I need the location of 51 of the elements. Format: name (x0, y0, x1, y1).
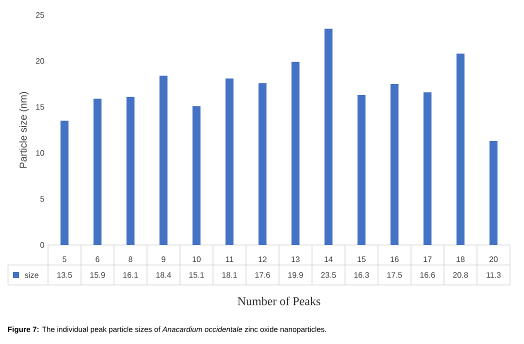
bar (226, 78, 234, 245)
bar (292, 62, 300, 245)
x-tick-label: 8 (128, 256, 132, 262)
y-tick-label: 10 (36, 150, 44, 156)
y-tick-label: 20 (36, 58, 44, 64)
bar (490, 141, 498, 245)
data-label: 16.1 (123, 272, 138, 278)
data-label: 18.4 (156, 272, 172, 278)
bar (390, 84, 398, 245)
y-tick-label: 25 (36, 12, 44, 18)
x-tick-label: 11 (226, 256, 234, 262)
bar (192, 106, 200, 245)
data-label: 17.5 (387, 272, 402, 278)
bar (324, 28, 332, 245)
y-tick-label: 0 (40, 242, 44, 248)
x-tick-label: 6 (96, 256, 100, 262)
x-tick-label: 20 (489, 256, 498, 262)
x-tick-label: 12 (258, 256, 267, 262)
data-label: 23.5 (321, 272, 336, 278)
data-label: 16.6 (420, 272, 435, 278)
data-label: 20.8 (453, 272, 468, 278)
data-label: 15.9 (90, 272, 105, 278)
bar (126, 96, 135, 245)
y-tick-label: 15 (36, 104, 44, 110)
x-tick-label: 18 (456, 256, 465, 262)
bar (424, 92, 432, 245)
data-label: 17.6 (255, 272, 270, 278)
bar (258, 83, 266, 245)
data-label: 11.3 (486, 272, 501, 278)
x-tick-label: 9 (162, 256, 166, 262)
bar (160, 76, 168, 245)
x-tick-label: 13 (292, 256, 300, 262)
legend-label: size (24, 272, 38, 278)
data-label: 15.1 (189, 272, 204, 278)
data-label: 18.1 (222, 272, 237, 278)
bar (94, 98, 102, 245)
y-tick-label: 5 (40, 196, 44, 202)
bar (358, 95, 366, 245)
x-tick-label: 10 (192, 256, 201, 262)
x-tick-label: 16 (390, 256, 399, 262)
x-axis-title: Number of Peaks (238, 296, 320, 306)
x-tick-label: 17 (424, 256, 432, 262)
x-tick-label: 15 (358, 256, 366, 262)
data-label: 16.3 (354, 272, 369, 278)
x-tick-label: 14 (324, 256, 333, 262)
data-label: 19.9 (288, 272, 303, 278)
data-label: 13.5 (57, 272, 72, 278)
x-tick-label: 5 (62, 256, 66, 262)
bar (456, 54, 464, 245)
y-axis-title: Particle size (nm) (19, 92, 29, 168)
bar (60, 120, 69, 245)
